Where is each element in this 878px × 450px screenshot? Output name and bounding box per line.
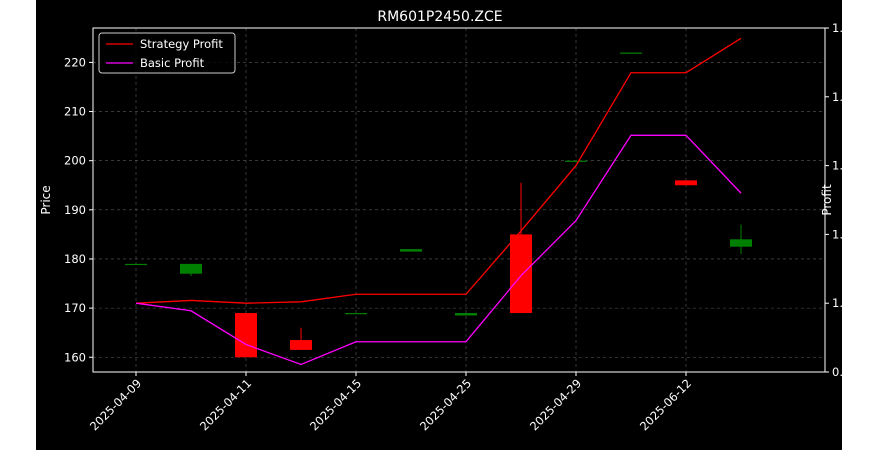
right-y-axis-label: Profit <box>820 184 834 216</box>
candle-body <box>290 340 312 350</box>
x-tick-label: 2025-06-12 <box>637 376 694 433</box>
candle <box>345 313 367 315</box>
right-y-tick-label: 1.2 <box>832 159 842 173</box>
left-y-tick-label: 160 <box>64 350 86 364</box>
candle <box>455 313 477 316</box>
profit-lines-layer <box>135 37 742 366</box>
candle-body <box>675 180 697 186</box>
candle <box>235 313 257 358</box>
candles-layer <box>125 52 752 358</box>
left-y-tick-label: 220 <box>64 55 86 69</box>
left-y-axis-label: Price <box>39 185 53 214</box>
left-y-tick-label: 200 <box>64 154 86 168</box>
candle <box>180 263 202 277</box>
candle <box>730 224 752 255</box>
right-y-tick-label: 1.1 <box>832 227 842 241</box>
x-axis: 2025-04-09 2025-04-11 2025-04-15 2025-04-25… <box>87 372 694 433</box>
candle-body <box>235 313 257 358</box>
candle-body <box>455 313 477 316</box>
x-tick-label: 2025-04-25 <box>417 376 474 433</box>
basic-profit-line <box>135 134 742 366</box>
chart-title: RM601P2450.ZCE <box>377 9 502 25</box>
candle-body <box>180 263 202 274</box>
right-y-tick-label: 0.9 <box>832 365 842 379</box>
right-y-tick-label: 1.0 <box>832 296 842 310</box>
right-y-tick-label: 1.3 <box>832 90 842 104</box>
strategy-profit-line <box>135 37 742 304</box>
left-y-tick-label: 180 <box>64 252 86 266</box>
grid-lines <box>93 28 825 372</box>
x-tick-label: 2025-04-09 <box>87 376 144 433</box>
chart-figure: RM601P2450.ZCE 160 170 180 190 200 210 220 0.9… <box>36 0 842 450</box>
left-y-tick-label: 170 <box>64 301 86 315</box>
candle-body <box>730 239 752 247</box>
candle-body <box>510 234 532 314</box>
plot-frame <box>92 27 826 373</box>
candle-body <box>565 160 587 162</box>
candle <box>565 160 587 162</box>
candle-body <box>125 263 147 266</box>
right-y-axis: 0.9 1.0 1.1 1.2 1.3 1.4 <box>825 21 842 379</box>
candle <box>620 52 642 54</box>
left-y-tick-label: 210 <box>64 105 86 119</box>
legend-label-strategy-profit: Strategy Profit <box>140 37 223 51</box>
candle <box>125 263 147 266</box>
candle <box>400 249 422 252</box>
legend-label-basic-profit: Basic Profit <box>140 56 205 70</box>
candle-body <box>345 313 367 315</box>
x-tick-label: 2025-04-11 <box>197 376 254 433</box>
legend: Strategy Profit Basic Profit <box>98 32 236 74</box>
right-y-tick-label: 1.4 <box>832 21 842 35</box>
chart-svg: RM601P2450.ZCE 160 170 180 190 200 210 220 0.9… <box>39 9 842 433</box>
candle-body <box>620 52 642 54</box>
x-tick-label: 2025-04-29 <box>527 376 584 433</box>
left-y-axis: 160 170 180 190 200 210 220 <box>64 55 93 364</box>
candle <box>675 180 697 186</box>
left-y-tick-label: 190 <box>64 203 86 217</box>
candle <box>290 327 312 350</box>
x-tick-label: 2025-04-15 <box>307 376 364 433</box>
candle-body <box>400 249 422 252</box>
candle <box>510 182 532 314</box>
